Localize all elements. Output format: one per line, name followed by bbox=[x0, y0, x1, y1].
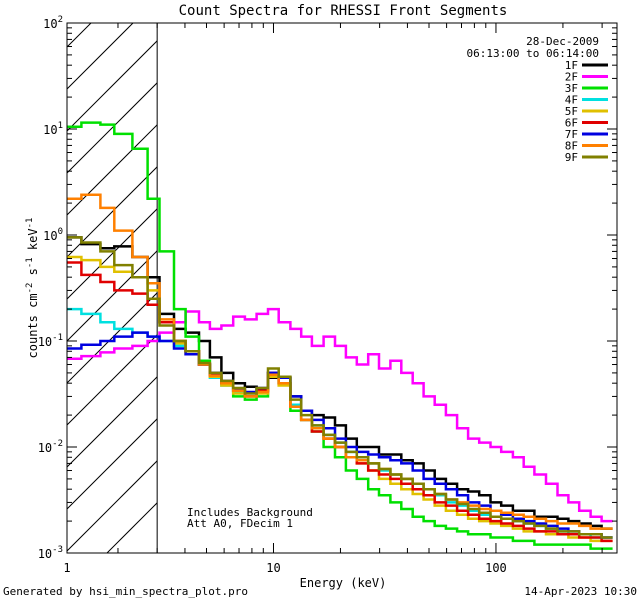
date-label: 28-Dec-2009 bbox=[526, 35, 599, 48]
y-axis-label: counts cm-2 s-1 keV-1 bbox=[25, 218, 40, 359]
hatch-line bbox=[67, 376, 158, 468]
hatch-line bbox=[106, 502, 158, 553]
hatch-line bbox=[67, 250, 158, 342]
legend-label: 3F bbox=[565, 82, 578, 95]
hatch-line bbox=[67, 82, 158, 174]
series-3f bbox=[67, 121, 613, 550]
shaded-region bbox=[67, 23, 158, 553]
hatch-line bbox=[67, 460, 158, 552]
time-range-label: 06:13:00 to 06:14:00 bbox=[467, 47, 599, 60]
series-9f bbox=[67, 236, 613, 539]
series-5f bbox=[67, 255, 613, 543]
legend-label: 7F bbox=[565, 128, 578, 141]
timestamp-label: 14-Apr-2023 10:30 bbox=[524, 585, 637, 598]
chart-title: Count Spectra for RHESSI Front Segments bbox=[179, 3, 508, 19]
hatch-line bbox=[67, 334, 158, 426]
y-tick-label: 101 bbox=[43, 121, 63, 137]
hatch-line bbox=[67, 418, 158, 510]
series-layer bbox=[67, 121, 613, 550]
legend-label: 4F bbox=[565, 94, 578, 107]
series-6f bbox=[67, 261, 613, 543]
x-tick-label: 100 bbox=[485, 561, 507, 575]
hatch-line bbox=[67, 292, 158, 384]
y-tick-label: 102 bbox=[43, 15, 63, 31]
x-tick-label: 1 bbox=[63, 561, 70, 575]
legend-label: 1F bbox=[565, 59, 578, 72]
legend-label: 5F bbox=[565, 105, 578, 118]
series-2f bbox=[67, 307, 613, 523]
series-1f bbox=[67, 236, 613, 530]
y-tick-label: 10-3 bbox=[38, 545, 63, 561]
hatch-line bbox=[67, 40, 158, 132]
hatch-line bbox=[67, 124, 158, 216]
generated-by-label: Generated by hsi_min_spectra_plot.pro bbox=[3, 585, 248, 598]
legend-label: 9F bbox=[565, 151, 578, 164]
x-axis: 1 10 100 bbox=[63, 23, 603, 575]
plot-frame bbox=[66, 22, 618, 554]
x-tick-label: 10 bbox=[266, 561, 280, 575]
annotation-background: Includes Background bbox=[187, 506, 313, 519]
annotation-attenuator: Att A0, FDecim 1 bbox=[187, 517, 293, 530]
legend-label: 6F bbox=[565, 117, 578, 130]
hatch-line bbox=[67, 166, 158, 258]
hatch-line bbox=[67, 23, 134, 90]
x-axis-label: Energy (keV) bbox=[300, 576, 387, 590]
hatch-line bbox=[67, 208, 158, 300]
legend-label: 2F bbox=[565, 71, 578, 84]
y-tick-label: 100 bbox=[43, 227, 63, 243]
legend-label: 8F bbox=[565, 140, 578, 153]
series-8f bbox=[67, 193, 613, 530]
y-tick-label: 10-2 bbox=[38, 439, 63, 455]
y-tick-label: 10-1 bbox=[38, 333, 63, 349]
y-axis: 10-3 10-2 10-1 100 101 102 bbox=[38, 15, 617, 561]
